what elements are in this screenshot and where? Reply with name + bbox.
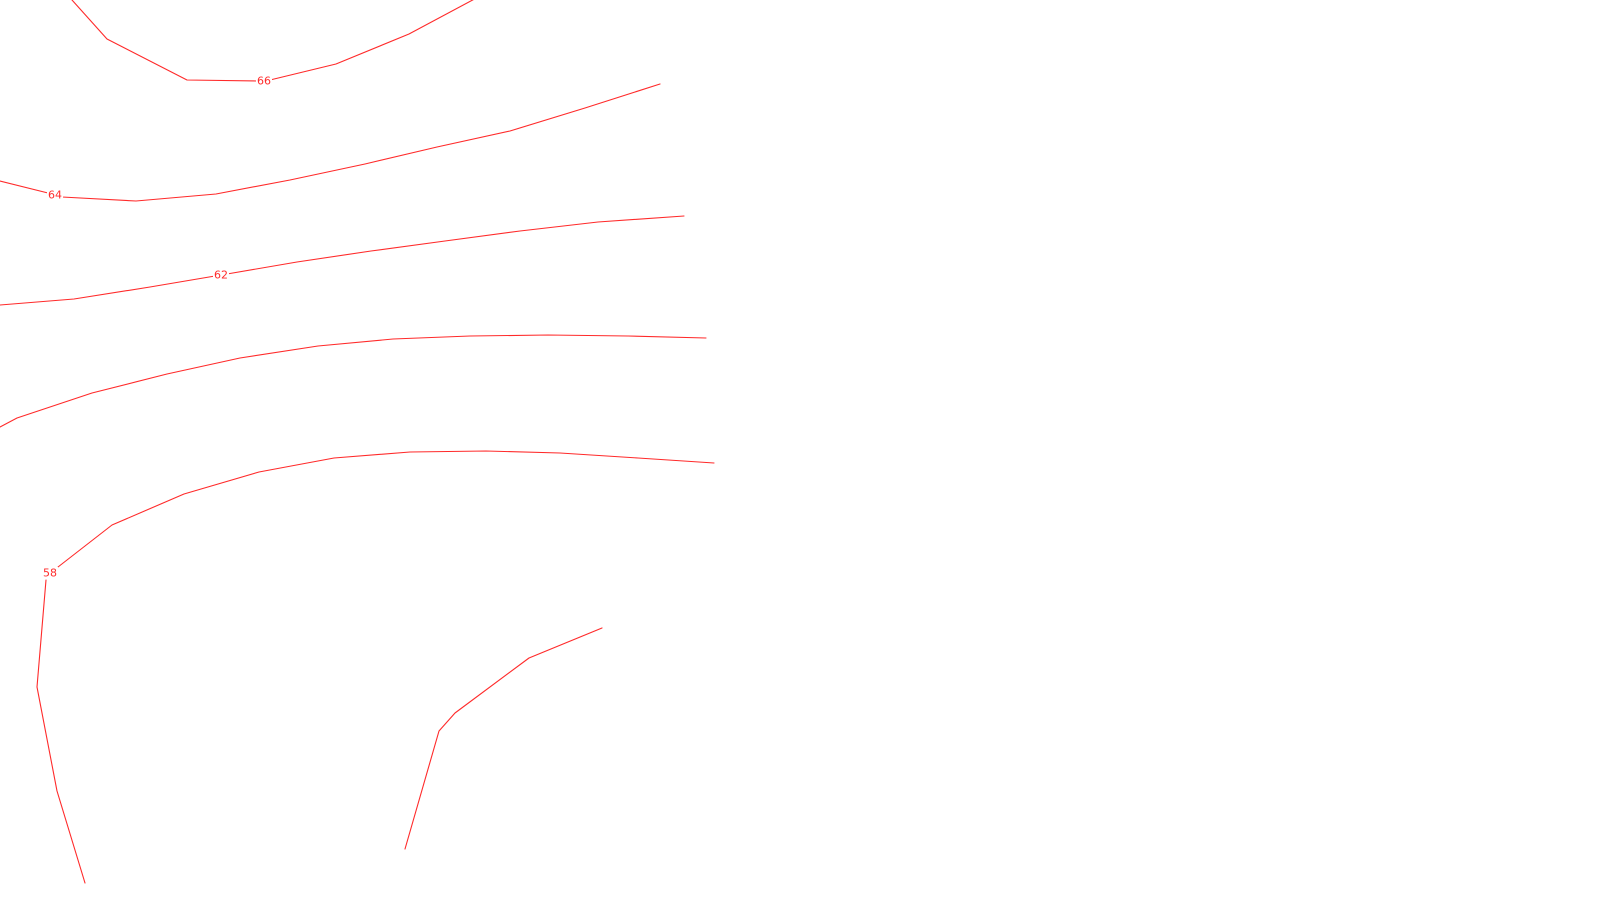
- contour-66-line: [71, 0, 474, 82]
- contour-64-label: 64: [48, 189, 62, 202]
- contour-64-line: [0, 83, 661, 202]
- contour-66-label: 66: [257, 75, 271, 88]
- contour-60-line: [0, 334, 707, 428]
- contour-66-label-background: [256, 75, 272, 87]
- contour-labels: 66 64 62 58: [42, 75, 272, 580]
- contour-56-line: [404, 627, 603, 850]
- contour-62-line: [0, 215, 685, 306]
- contour-62-label-background: [213, 269, 229, 281]
- contour-lines: [0, 0, 715, 884]
- contour-62-label: 62: [214, 269, 228, 282]
- contour-58-label-background: [42, 567, 58, 579]
- contour-58-line: [36, 579, 86, 884]
- contour-58-label: 58: [43, 567, 57, 580]
- contour-58-upper-line: [57, 450, 715, 568]
- contour-64-label-background: [47, 189, 63, 201]
